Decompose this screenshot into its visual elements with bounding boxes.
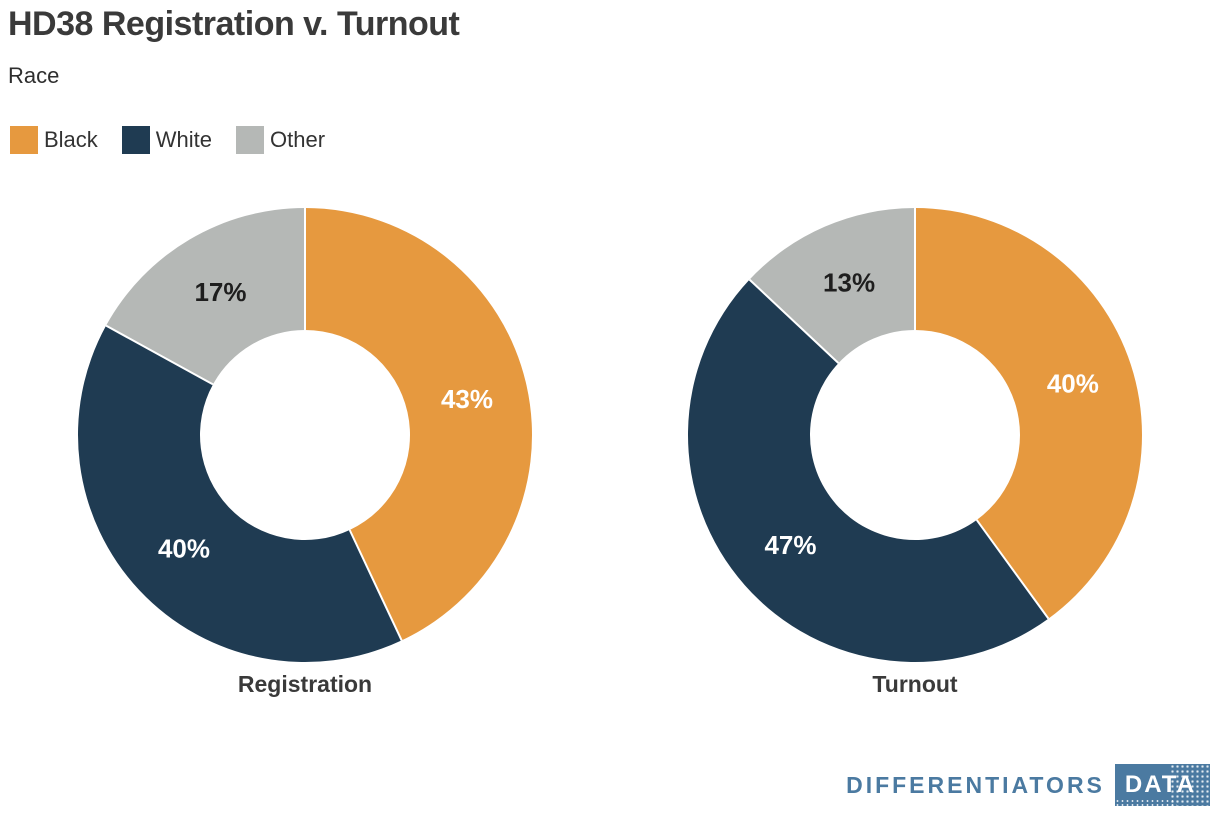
donut-svg-registration: 43% 40% 17%	[77, 208, 532, 662]
legend-label-black: Black	[44, 127, 98, 152]
donut-slice-black	[915, 208, 1142, 619]
slice-separator	[975, 519, 1050, 620]
legend-swatch-other	[236, 126, 265, 154]
slice-separator	[105, 324, 214, 386]
page-title: HD38 Registration v. Turnout	[8, 5, 460, 43]
legend-swatch-white	[121, 126, 150, 154]
slice-label-other: 17%	[194, 277, 246, 307]
halftone-dots-decoration	[1114, 799, 1177, 806]
legend-item-black: Black	[10, 126, 98, 154]
legend-label-other: Other	[270, 127, 326, 152]
slice-label-black: 43%	[441, 384, 493, 414]
page-subtitle: Race	[8, 63, 60, 89]
brand-badge-text: DATA	[1124, 771, 1196, 798]
slice-label-black: 40%	[1047, 369, 1099, 399]
legend-swatch-black	[10, 126, 38, 154]
donut-chart-turnout: 40% 47% 13% Turnout	[685, 205, 1145, 698]
slice-label-other: 13%	[823, 268, 875, 298]
slice-separator	[348, 529, 403, 641]
legend: Black White Other	[10, 126, 349, 154]
header: HD38 Registration v. Turnout Race	[8, 5, 460, 89]
slice-label-white: 47%	[764, 530, 816, 560]
legend-label-white: White	[155, 127, 213, 152]
brand-badge: DATA	[1114, 764, 1210, 806]
donut-svg-turnout: 40% 47% 13%	[688, 208, 1142, 662]
slice-label-white: 40%	[158, 534, 210, 564]
donut-slice-other	[106, 208, 305, 385]
brand-wordmark: DIFFERENTIATORS	[846, 771, 1105, 798]
donut-slice-white	[688, 279, 1049, 662]
halftone-dots-decoration	[1170, 764, 1210, 806]
donut-slice-other	[749, 208, 915, 364]
chart-caption-registration: Registration	[237, 671, 373, 697]
slice-separator	[748, 278, 840, 364]
legend-item-white: White	[121, 126, 213, 154]
donut-chart-registration: 43% 40% 17% Registration	[75, 205, 535, 698]
chart-caption-turnout: Turnout	[872, 671, 958, 697]
brand-logo: DIFFERENTIATORS DATA	[846, 764, 1210, 806]
donut-slice-white	[77, 325, 402, 662]
donut-slice-black	[305, 208, 532, 641]
legend-item-other: Other	[236, 126, 325, 154]
